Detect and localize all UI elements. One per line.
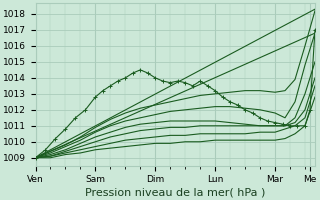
X-axis label: Pression niveau de la mer( hPa ): Pression niveau de la mer( hPa ) [85, 187, 265, 197]
